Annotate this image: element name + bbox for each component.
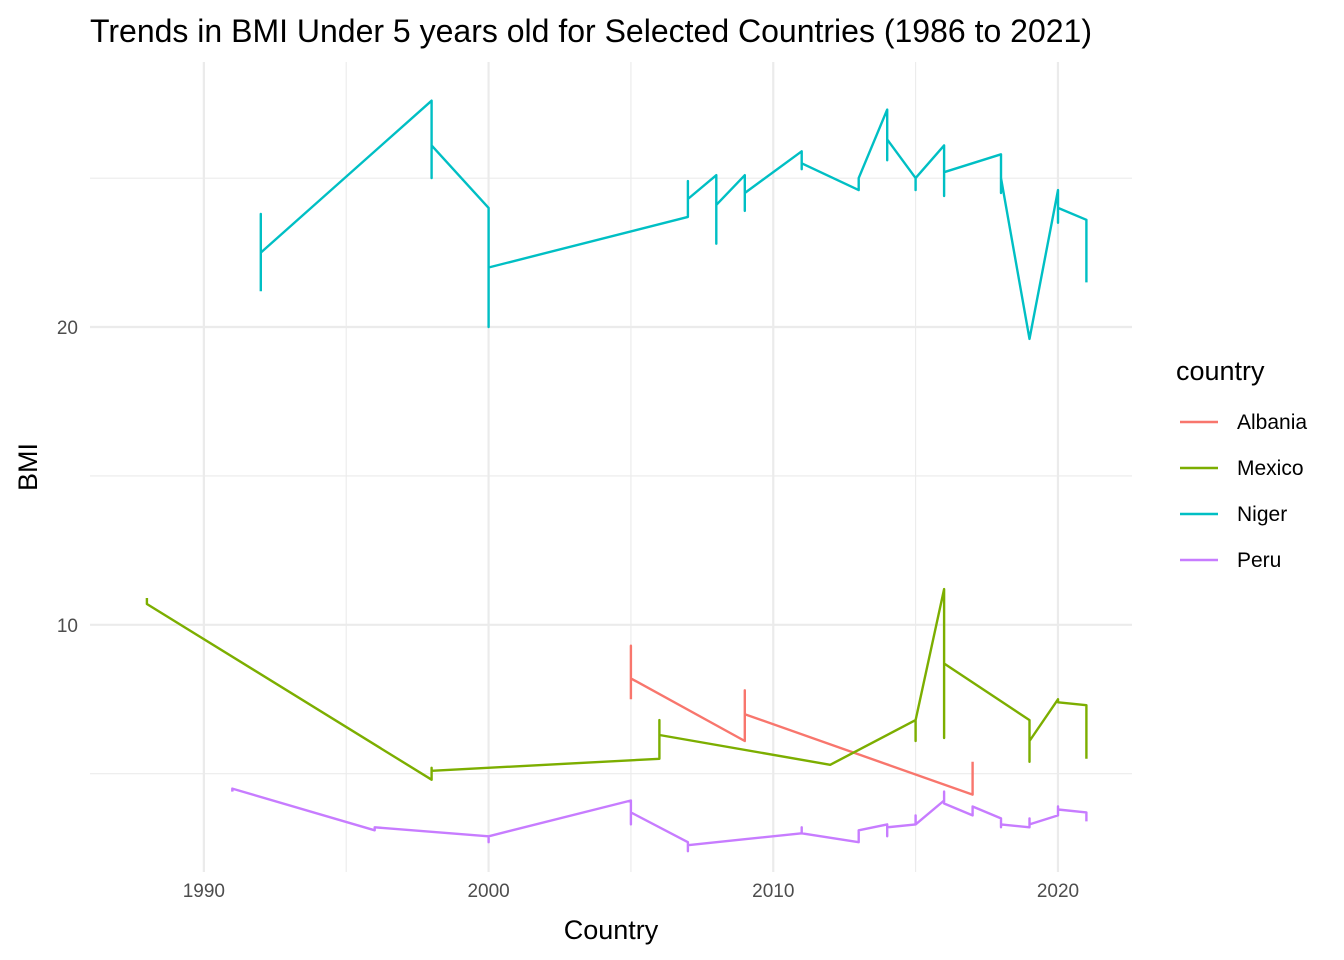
x-tick-label: 2020	[1037, 881, 1079, 902]
series-line-niger	[259, 99, 1088, 341]
major-gridlines	[90, 62, 1132, 872]
x-tick-label: 2010	[752, 881, 794, 902]
legend-items: Albania Mexico Niger Peru	[1180, 411, 1307, 572]
y-tick-label: 20	[57, 318, 78, 339]
x-axis-title: Country	[564, 915, 659, 945]
legend-label: Mexico	[1237, 457, 1304, 480]
series-lines	[145, 99, 1088, 853]
legend-label: Niger	[1237, 503, 1287, 526]
chart-title: Trends in BMI Under 5 years old for Sele…	[90, 13, 1092, 49]
x-axis-tick-labels: 1990 2000 2010 2020	[183, 881, 1079, 902]
minor-gridlines	[90, 62, 1132, 872]
x-tick-label: 2000	[467, 881, 509, 902]
legend-title: country	[1176, 356, 1265, 386]
y-tick-label: 10	[57, 616, 78, 637]
series-line-peru	[231, 787, 1088, 853]
legend-label: Peru	[1237, 549, 1281, 572]
y-axis-tick-labels: 10 20	[57, 318, 78, 637]
y-axis-title: BMI	[13, 443, 43, 491]
legend: country Albania Mexico Niger Peru	[1176, 356, 1307, 572]
x-tick-label: 1990	[183, 881, 225, 902]
series-line-albania	[629, 644, 974, 796]
legend-label: Albania	[1237, 411, 1307, 434]
series-line-mexico	[145, 587, 1088, 781]
